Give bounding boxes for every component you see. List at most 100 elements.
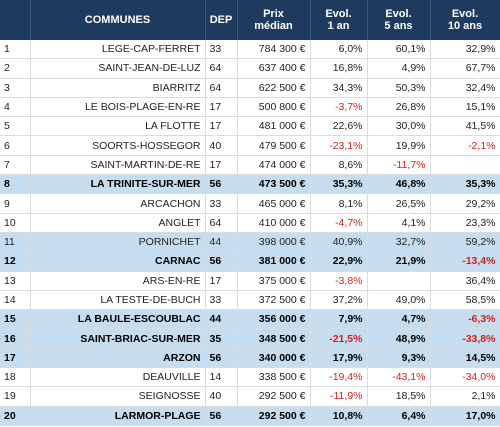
cell-commune: LEGE-CAP-FERRET	[30, 40, 206, 60]
cell-evol: 58,5%	[430, 290, 500, 311]
cell-evol: 21,9%	[367, 251, 431, 272]
cell-dep: 64	[205, 213, 238, 233]
cell-commune: SOORTS-HOSSEGOR	[30, 135, 206, 156]
cell-rank: 11	[0, 232, 31, 253]
cell-evol: 32,4%	[430, 78, 500, 98]
cell-evol: 26,8%	[367, 97, 431, 118]
cell-evol: 59,2%	[430, 232, 500, 253]
cell-evol: -19,4%	[310, 367, 368, 388]
cell-evol: 60,1%	[367, 40, 431, 60]
cell-evol: 10,8%	[310, 406, 368, 426]
cell-dep: 35	[205, 328, 238, 349]
cell-evol: 2,1%	[430, 386, 500, 407]
cell-evol: 67,7%	[430, 58, 500, 79]
cell-evol: -21,5%	[310, 328, 368, 349]
cell-evol: 7,9%	[310, 309, 368, 330]
cell-commune: ARCACHON	[30, 193, 206, 214]
cell-evol: 19,9%	[367, 135, 431, 156]
cell-evol: 22,6%	[310, 116, 368, 137]
cell-price: 465 000 €	[237, 193, 311, 214]
cell-commune: ANGLET	[30, 213, 206, 233]
cell-price: 474 000 €	[237, 155, 311, 176]
cell-rank: 13	[0, 271, 31, 291]
cell-evol: 9,3%	[367, 348, 431, 369]
cell-evol: -11,9%	[310, 386, 368, 407]
cell-commune: LA FLOTTE	[30, 116, 206, 137]
header-cell: Evol. 1 an	[310, 0, 368, 40]
cell-evol: 15,1%	[430, 97, 500, 118]
cell-rank: 18	[0, 367, 31, 388]
table-body: 1 LEGE-CAP-FERRET 33 784 300 €6,0% 60,1% 32,9…	[0, 40, 500, 426]
header-cell: Evol. 10 ans	[430, 0, 500, 40]
cell-rank: 12	[0, 251, 31, 272]
cell-dep: 17	[205, 97, 238, 118]
cell-price: 340 000 €	[237, 348, 311, 369]
table-row: 19 SEIGNOSSE 40 292 500 € -11,9% 18,5% 2,1%	[0, 386, 500, 407]
cell-evol: -33,8%	[430, 328, 500, 349]
cell-dep: 17	[205, 116, 238, 137]
header-cell: Prix médian	[237, 0, 311, 40]
cell-evol: 8,6%	[310, 155, 368, 176]
cell-rank: 9	[0, 193, 31, 214]
cell-price: 784 300 €	[237, 40, 311, 60]
cell-evol: 17,0%	[430, 406, 500, 426]
cell-price: 481 000 €	[237, 116, 311, 137]
cell-evol: 6,4%	[367, 406, 431, 426]
cell-dep: 44	[205, 309, 238, 330]
cell-evol: -34,0%	[430, 367, 500, 388]
cell-commune: SAINT-JEAN-DE-LUZ	[30, 58, 206, 79]
cell-dep: 40	[205, 386, 238, 407]
cell-evol: -6,3%	[430, 309, 500, 330]
cell-dep: 40	[205, 135, 238, 156]
cell-dep: 33	[205, 193, 238, 214]
cell-commune: DEAUVILLE	[30, 367, 206, 388]
cell-dep: 33	[205, 40, 238, 60]
cell-evol	[367, 271, 431, 291]
cell-evol: -23,1%	[310, 135, 368, 156]
table-row: 14 LA TESTE-DE-BUCH 33 372 500 €37,2% 49,0% 5…	[0, 290, 500, 311]
cell-price: 338 500 €	[237, 367, 311, 388]
cell-evol: 26,5%	[367, 193, 431, 214]
cell-rank: 15	[0, 309, 31, 330]
table-row: 8 LA TRINITE-SUR-MER 56 473 500 €35,3% 46,8%…	[0, 174, 500, 195]
cell-evol	[430, 155, 500, 176]
cell-commune: CARNAC	[30, 251, 206, 272]
cell-commune: LE BOIS-PLAGE-EN-RE	[30, 97, 206, 118]
cell-evol: 4,1%	[367, 213, 431, 233]
cell-rank: 4	[0, 97, 31, 118]
cell-evol: -2,1%	[430, 135, 500, 156]
cell-evol: 48,9%	[367, 328, 431, 349]
cell-rank: 1	[0, 40, 31, 60]
cell-rank: 2	[0, 58, 31, 79]
header-cell: COMMUNES	[30, 0, 206, 40]
header-cell: Evol. 5 ans	[367, 0, 431, 40]
table-row: 1 LEGE-CAP-FERRET 33 784 300 €6,0% 60,1% 32,9…	[0, 40, 500, 60]
cell-price: 348 500 €	[237, 328, 311, 349]
cell-evol: 6,0%	[310, 40, 368, 60]
cell-price: 637 400 €	[237, 58, 311, 79]
cell-dep: 14	[205, 367, 238, 388]
cell-evol: 36,4%	[430, 271, 500, 291]
cell-price: 398 000 €	[237, 232, 311, 253]
cell-rank: 20	[0, 406, 31, 426]
cell-evol: -11,7%	[367, 155, 431, 176]
table-row: 16 SAINT-BRIAC-SUR-MER 35 348 500 € -21,5% 48…	[0, 328, 500, 349]
cell-rank: 3	[0, 78, 31, 98]
cell-dep: 64	[205, 58, 238, 79]
cell-commune: ARS-EN-RE	[30, 271, 206, 291]
cell-commune: LA BAULE-ESCOUBLAC	[30, 309, 206, 330]
cell-commune: SEIGNOSSE	[30, 386, 206, 407]
table-row: 3 BIARRITZ 64 622 500 €34,3% 50,3% 32,4%	[0, 78, 500, 98]
cell-price: 479 500 €	[237, 135, 311, 156]
cell-dep: 44	[205, 232, 238, 253]
table-row: 13 ARS-EN-RE 17 375 000 € -3,8% 36,4%	[0, 271, 500, 291]
cell-dep: 17	[205, 155, 238, 176]
cell-commune: PORNICHET	[30, 232, 206, 253]
cell-dep: 64	[205, 78, 238, 98]
table-row: 12 CARNAC 56 381 000 €22,9% 21,9% -13,4%	[0, 251, 500, 272]
header-cell: DEP	[205, 0, 238, 40]
cell-commune: LA TESTE-DE-BUCH	[30, 290, 206, 311]
table-row: 5 LA FLOTTE 17 481 000 €22,6% 30,0% 41,5%	[0, 116, 500, 137]
